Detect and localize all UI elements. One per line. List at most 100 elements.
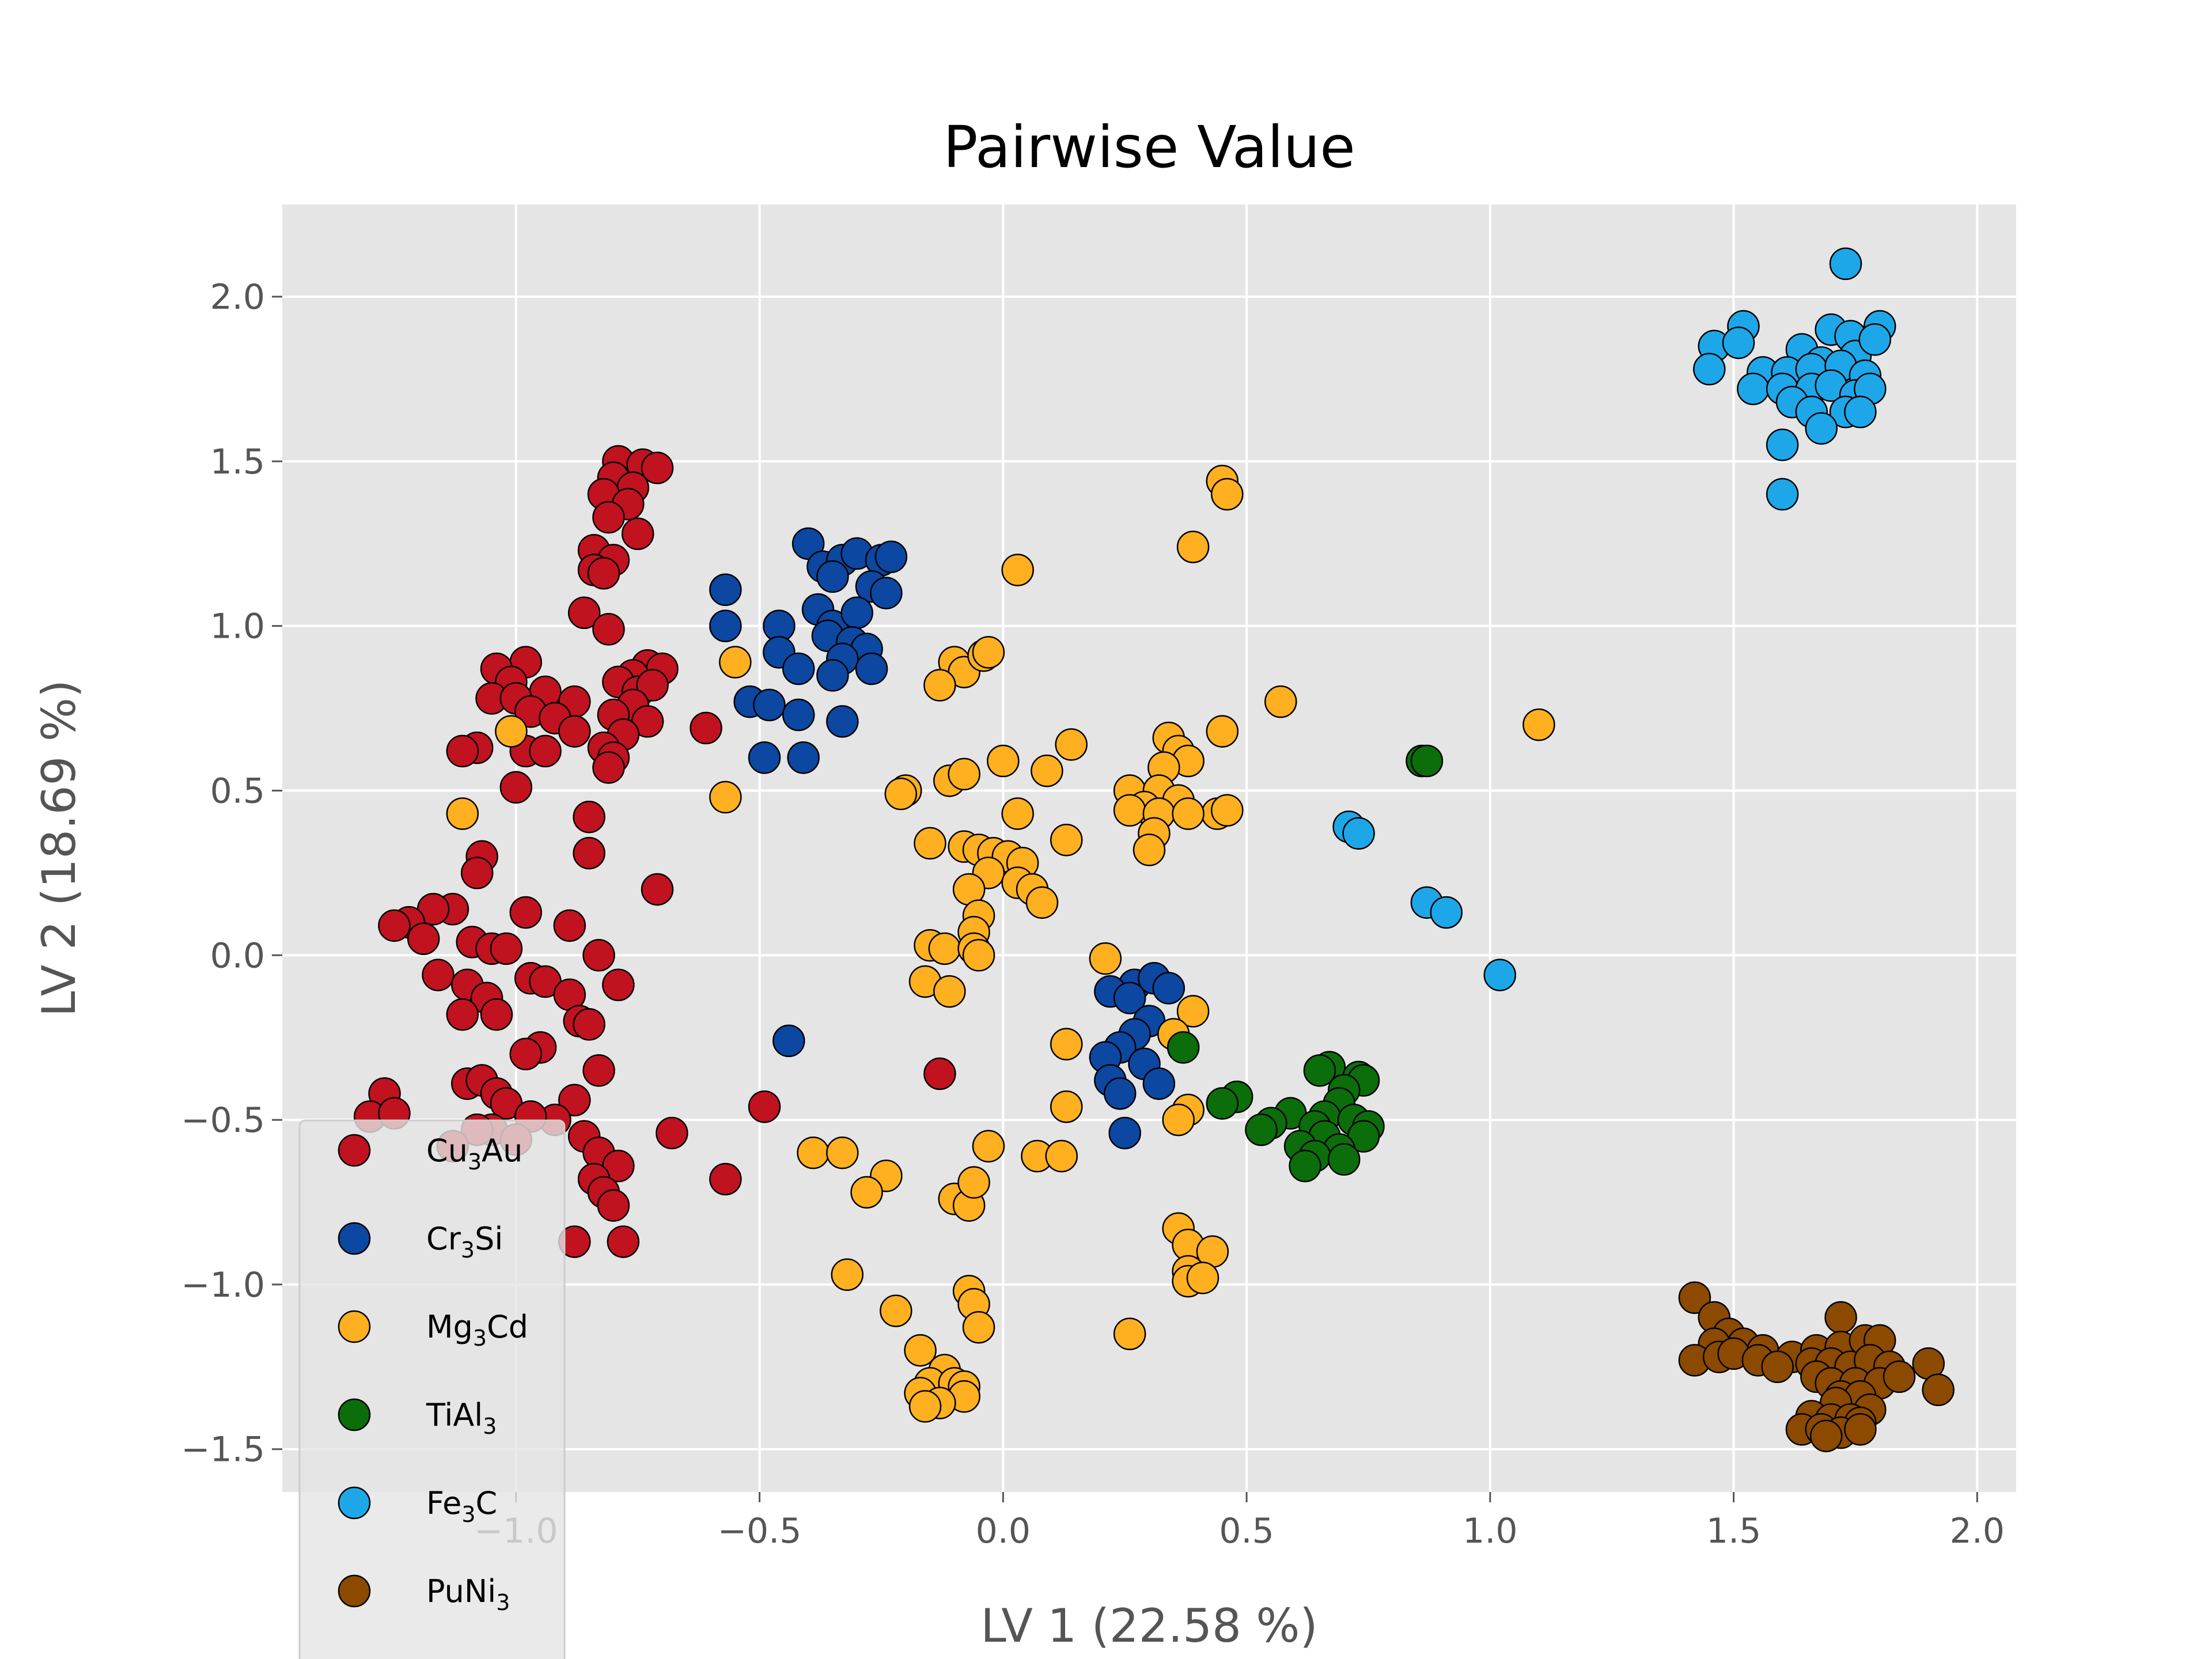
data-point	[923, 1057, 956, 1090]
data-point	[1172, 797, 1205, 830]
data-point	[826, 705, 859, 738]
data-point	[1483, 959, 1517, 991]
data-point	[567, 596, 601, 630]
legend-marker	[338, 1310, 371, 1343]
data-point	[480, 998, 513, 1031]
legend-label: Fe3C	[426, 1485, 497, 1527]
data-point	[1176, 531, 1210, 563]
x-tick-label: 1.5	[1706, 1511, 1761, 1551]
data-point	[1303, 1054, 1336, 1087]
data-point	[772, 1024, 805, 1058]
data-point	[1055, 728, 1088, 761]
data-point	[933, 975, 966, 1008]
data-point	[748, 741, 781, 774]
data-point	[908, 1390, 942, 1423]
data-point	[1737, 372, 1770, 406]
data-point	[782, 698, 815, 732]
data-point	[1410, 744, 1444, 778]
data-point	[592, 751, 625, 784]
data-point	[797, 1136, 830, 1169]
series-3-points	[446, 464, 1555, 1423]
data-point	[709, 781, 742, 814]
legend-box	[298, 1119, 566, 1659]
x-tick-label: 0.5	[1219, 1511, 1274, 1551]
data-point	[1858, 323, 1892, 356]
data-point	[1050, 1028, 1083, 1060]
data-point	[621, 517, 654, 550]
data-point	[972, 1130, 1005, 1163]
data-point	[914, 827, 946, 860]
legend-marker	[338, 1134, 371, 1167]
data-point	[592, 501, 625, 534]
data-point	[880, 1294, 912, 1327]
series-6-points	[1678, 1281, 1955, 1453]
data-point	[690, 711, 722, 745]
data-point	[1025, 886, 1059, 919]
data-point	[422, 959, 454, 991]
data-point	[709, 609, 742, 642]
data-point	[495, 715, 528, 748]
x-tick-label: 0.0	[976, 1511, 1031, 1551]
data-point	[816, 659, 849, 692]
data-point	[1883, 1360, 1916, 1393]
data-point	[446, 797, 479, 830]
chart-title: Pairwise Value	[943, 113, 1355, 181]
data-point	[1722, 326, 1755, 359]
legend-label: Mg3Cd	[426, 1309, 528, 1351]
data-point	[1132, 834, 1166, 866]
data-point	[1678, 1281, 1711, 1314]
data-point	[816, 560, 849, 593]
data-point	[884, 777, 918, 810]
data-point	[791, 527, 825, 560]
y-tick-label: −0.5	[181, 1100, 265, 1141]
data-point	[948, 757, 980, 791]
data-point	[1844, 1413, 1877, 1446]
data-point	[1766, 478, 1799, 511]
legend-marker	[338, 1222, 371, 1255]
y-tick-label: 1.5	[210, 442, 265, 482]
data-point	[1113, 794, 1146, 827]
legend-label: PuNi3	[426, 1573, 510, 1615]
data-point	[962, 1310, 995, 1344]
data-point	[1522, 708, 1555, 741]
data-point	[1186, 1262, 1219, 1294]
data-point	[1206, 1087, 1239, 1120]
data-point	[753, 688, 786, 722]
data-point	[1245, 1113, 1278, 1146]
data-point	[1342, 817, 1375, 850]
data-point	[1031, 754, 1063, 787]
data-point	[840, 596, 873, 630]
data-point	[636, 669, 669, 702]
data-point	[558, 715, 591, 748]
data-point	[1089, 942, 1122, 975]
data-point	[490, 932, 523, 965]
data-point	[573, 1008, 605, 1041]
data-point	[1113, 982, 1146, 1014]
data-point	[962, 939, 995, 972]
data-point	[582, 1054, 615, 1087]
data-point	[509, 896, 543, 929]
data-point	[592, 613, 625, 646]
data-point	[904, 1334, 937, 1367]
y-tick-label: 0.5	[210, 771, 265, 811]
series-4-points	[1166, 744, 1444, 1183]
data-point	[446, 734, 479, 768]
data-point	[446, 998, 479, 1031]
data-point	[1206, 715, 1239, 748]
data-point	[1113, 1317, 1146, 1350]
data-point	[378, 909, 411, 942]
data-point	[1001, 797, 1034, 830]
data-point	[1050, 1090, 1083, 1123]
data-point	[587, 556, 620, 590]
y-tick-label: 2.0	[210, 277, 265, 317]
data-point	[1824, 1301, 1857, 1334]
y-axis-label: LV 2 (18.69 %)	[32, 680, 86, 1017]
data-point	[509, 1037, 543, 1071]
data-point	[582, 939, 615, 972]
data-point	[831, 1258, 864, 1291]
data-point	[573, 836, 605, 870]
legend-marker	[338, 1574, 371, 1608]
data-point	[1829, 247, 1862, 281]
data-point	[1001, 554, 1034, 586]
